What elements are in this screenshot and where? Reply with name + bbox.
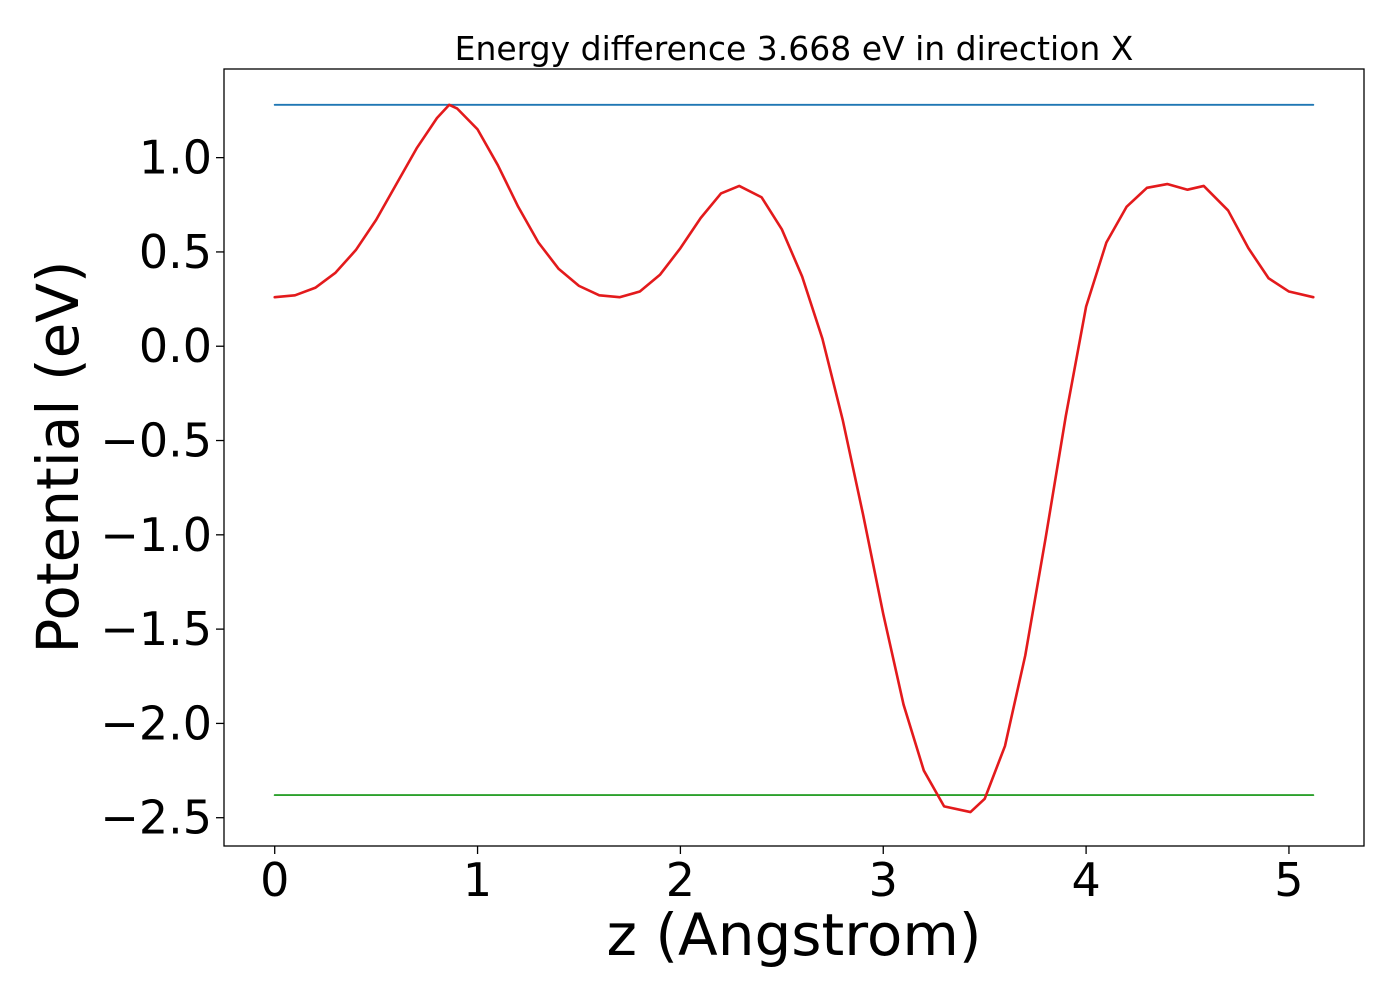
y-tick-label: −2.5 (100, 791, 212, 845)
y-tick-label: 0.0 (139, 319, 212, 373)
x-tick-label: 3 (869, 853, 898, 907)
y-tick-label: −2.0 (100, 696, 212, 750)
x-tick-label: 0 (260, 853, 289, 907)
x-tick-label: 5 (1274, 853, 1303, 907)
x-tick-label: 4 (1071, 853, 1100, 907)
y-tick-label: −1.5 (100, 602, 212, 656)
x-axis-label: z (Angstrom) (607, 901, 982, 969)
x-tick-label: 2 (666, 853, 695, 907)
x-tick-label: 1 (463, 853, 492, 907)
chart-title: Energy difference 3.668 eV in direction … (455, 29, 1134, 68)
series-line-potential-curve (273, 103, 1315, 814)
y-tick-label: −0.5 (100, 414, 212, 468)
y-tick-label: −1.0 (100, 508, 212, 562)
x-axis: 0 1 2 3 4 5 (260, 846, 1304, 907)
y-tick-label: 1.0 (139, 131, 212, 185)
y-tick-label: 0.5 (139, 225, 212, 279)
y-axis-label: Potential (eV) (24, 260, 92, 653)
y-axis: 1.0 0.5 0.0 −0.5 −1.0 −1.5 −2.0 −2.5 (100, 131, 224, 845)
series-layer (273, 103, 1315, 814)
plot-frame (223, 68, 1365, 847)
plot-area (223, 68, 1365, 847)
